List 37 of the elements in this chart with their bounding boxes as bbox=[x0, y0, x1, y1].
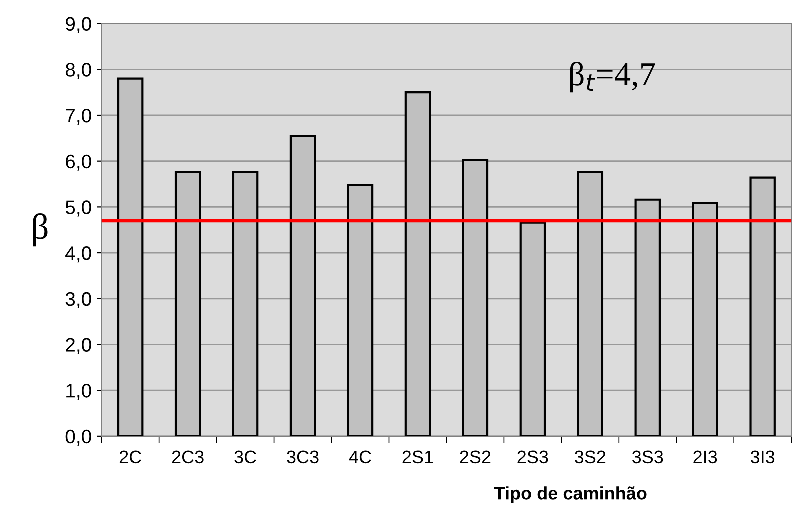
x-tick-label: 2S1 bbox=[402, 450, 434, 464]
x-tick-label: 2I3 bbox=[694, 450, 718, 464]
y-tick-label: 1,0 bbox=[66, 384, 92, 400]
x-axis-title: Tipo de caminhão bbox=[494, 486, 647, 504]
bar bbox=[290, 135, 316, 436]
y-tick-label: 4,0 bbox=[66, 246, 92, 263]
y-tick-label: 9,0 bbox=[66, 17, 92, 34]
bar bbox=[117, 78, 144, 436]
x-tick-label: 2S2 bbox=[460, 450, 491, 464]
bar bbox=[404, 92, 432, 436]
bar bbox=[174, 171, 202, 436]
y-axis-title: β bbox=[33, 214, 48, 247]
x-tick-label: 3C3 bbox=[287, 450, 319, 464]
x-tick-label: 4C bbox=[349, 450, 372, 464]
y-tick-label: 6,0 bbox=[66, 154, 92, 171]
bar bbox=[347, 184, 374, 436]
y-tick-label: 8,0 bbox=[66, 63, 92, 80]
bar bbox=[520, 222, 546, 436]
y-tick-label: 0,0 bbox=[66, 430, 92, 446]
y-tick-label: 5,0 bbox=[66, 200, 92, 217]
bar bbox=[462, 159, 489, 436]
y-tick-label: 7,0 bbox=[66, 108, 92, 126]
x-tick-label: 3I3 bbox=[750, 450, 775, 464]
y-tick-label: 3,0 bbox=[66, 292, 92, 308]
x-tick-label: 2C bbox=[120, 450, 142, 464]
bar bbox=[750, 176, 776, 436]
x-tick-label: 2C3 bbox=[172, 450, 204, 464]
x-tick-label: 3S3 bbox=[632, 450, 664, 464]
bar bbox=[232, 171, 259, 436]
bar bbox=[692, 202, 718, 436]
bar bbox=[577, 171, 604, 436]
x-tick-label: 3S2 bbox=[575, 450, 606, 464]
x-tick-label: 3C bbox=[234, 450, 256, 464]
annotation: β$_{t}$=4,7 bbox=[570, 62, 656, 93]
x-tick-label: 2S3 bbox=[518, 450, 548, 464]
y-tick-label: 2,0 bbox=[66, 338, 92, 354]
bar bbox=[634, 198, 661, 436]
